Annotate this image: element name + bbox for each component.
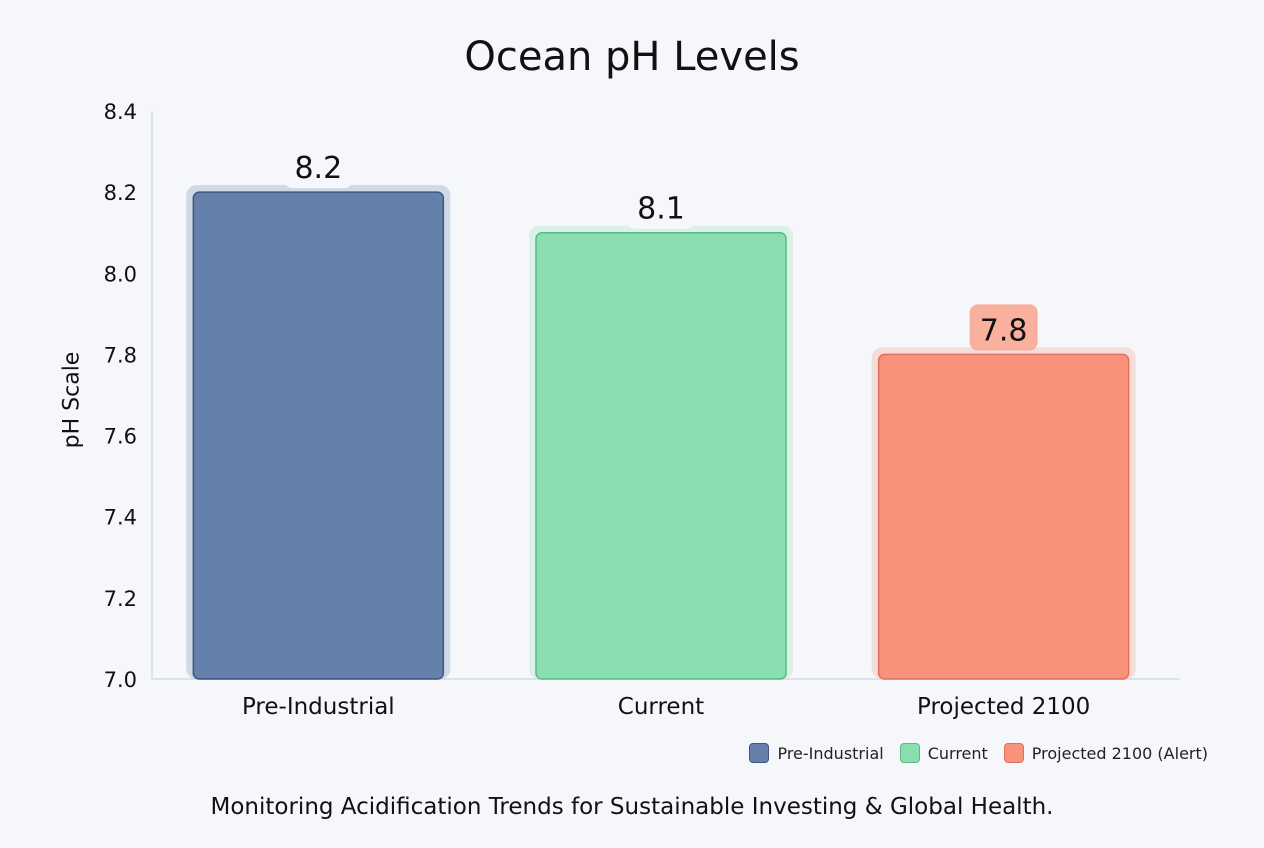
y-tick-label: 7.8 — [104, 343, 137, 367]
data-label: 8.2 — [294, 151, 342, 186]
y-tick-label: 7.0 — [104, 668, 137, 692]
legend-label: Pre-Industrial — [777, 743, 884, 763]
legend: Pre-Industrial Current Projected 2100 (A… — [749, 743, 1208, 763]
legend-swatch — [899, 743, 920, 763]
data-label: 8.1 — [637, 192, 685, 227]
bar — [535, 231, 787, 680]
bar — [192, 191, 445, 680]
legend-item-pre-industrial: Pre-Industrial — [749, 743, 884, 763]
legend-swatch — [1003, 743, 1024, 763]
y-tick-label: 8.0 — [104, 262, 137, 286]
y-tick-label: 7.6 — [104, 425, 137, 449]
data-label: 7.8 — [980, 313, 1028, 348]
legend-label: Projected 2100 (Alert) — [1031, 743, 1208, 763]
y-tick-label: 7.2 — [104, 587, 137, 611]
x-tick-label: Pre-Industrial — [242, 694, 395, 720]
y-tick-label: 8.4 — [104, 100, 137, 124]
chart-title: Ocean pH Levels — [464, 34, 800, 80]
y-tick-label: 7.4 — [104, 506, 137, 530]
data-label-bg — [969, 304, 1038, 351]
legend-item-current: Current — [899, 743, 988, 763]
bar — [877, 353, 1130, 680]
legend-swatch — [749, 743, 770, 763]
data-label-bg — [284, 142, 353, 189]
caption: Monitoring Acidification Trends for Sust… — [210, 794, 1054, 820]
legend-item-projected: Projected 2100 (Alert) — [1003, 743, 1208, 763]
legend-label: Current — [927, 743, 988, 763]
y-tick-label: 8.2 — [104, 181, 137, 205]
x-tick-label: Current — [618, 694, 704, 720]
x-tick-label: Projected 2100 — [917, 694, 1090, 720]
data-label-bg — [627, 182, 695, 229]
